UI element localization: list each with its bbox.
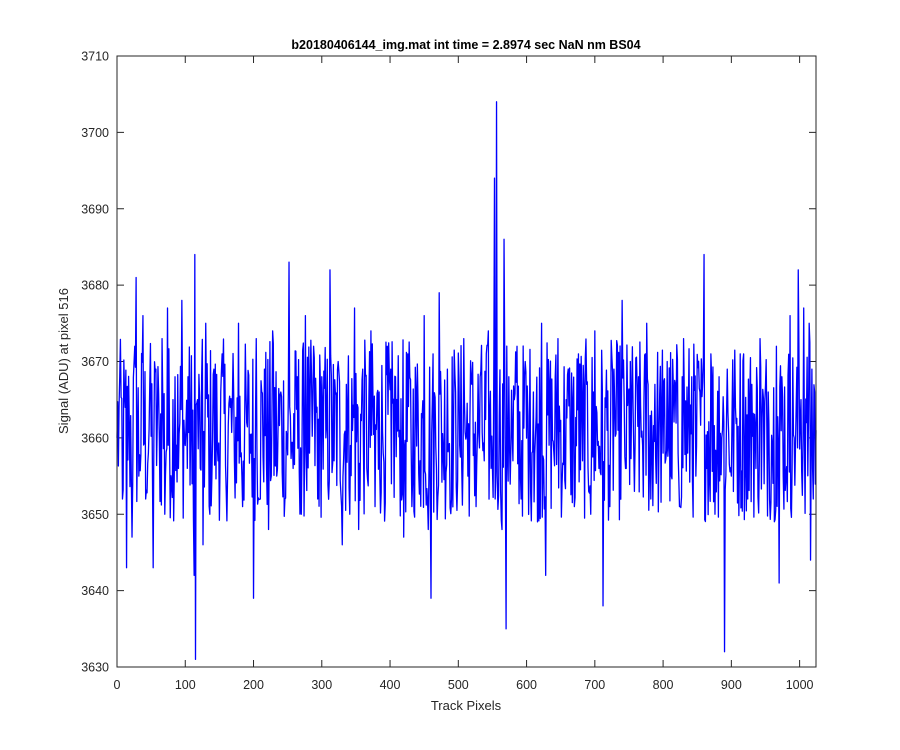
x-tick-label: 600 bbox=[516, 678, 537, 692]
y-tick-label: 3640 bbox=[81, 584, 109, 598]
x-tick-label: 900 bbox=[721, 678, 742, 692]
x-tick-label: 1000 bbox=[786, 678, 814, 692]
y-tick-label: 3680 bbox=[81, 279, 109, 293]
y-tick-label: 3700 bbox=[81, 126, 109, 140]
signal-series-line bbox=[116, 101, 817, 661]
chart-title: b20180406144_img.mat int time = 2.8974 s… bbox=[291, 38, 640, 52]
x-tick-label: 300 bbox=[311, 678, 332, 692]
axis-ticks: 0 100 200 300 400 500 600 700 800 900 1000 3630 3640… bbox=[81, 50, 816, 692]
x-tick-label: 400 bbox=[380, 678, 401, 692]
y-tick-label: 3630 bbox=[81, 661, 109, 675]
x-tick-label: 800 bbox=[653, 678, 674, 692]
y-axis-label: Signal (ADU) at pixel 516 bbox=[56, 288, 71, 434]
x-axis-label: Track Pixels bbox=[431, 698, 502, 713]
x-tick-label: 100 bbox=[175, 678, 196, 692]
y-tick-label: 3670 bbox=[81, 355, 109, 369]
plot-frame bbox=[116, 55, 817, 668]
y-tick-label: 3710 bbox=[81, 50, 109, 64]
y-tick-label: 3650 bbox=[81, 508, 109, 522]
y-tick-label: 3690 bbox=[81, 202, 109, 216]
x-tick-label: 200 bbox=[243, 678, 264, 692]
x-tick-label: 0 bbox=[114, 678, 121, 692]
y-tick-label: 3660 bbox=[81, 431, 109, 445]
x-tick-label: 500 bbox=[448, 678, 469, 692]
x-tick-label: 700 bbox=[584, 678, 605, 692]
series-group bbox=[116, 101, 817, 661]
